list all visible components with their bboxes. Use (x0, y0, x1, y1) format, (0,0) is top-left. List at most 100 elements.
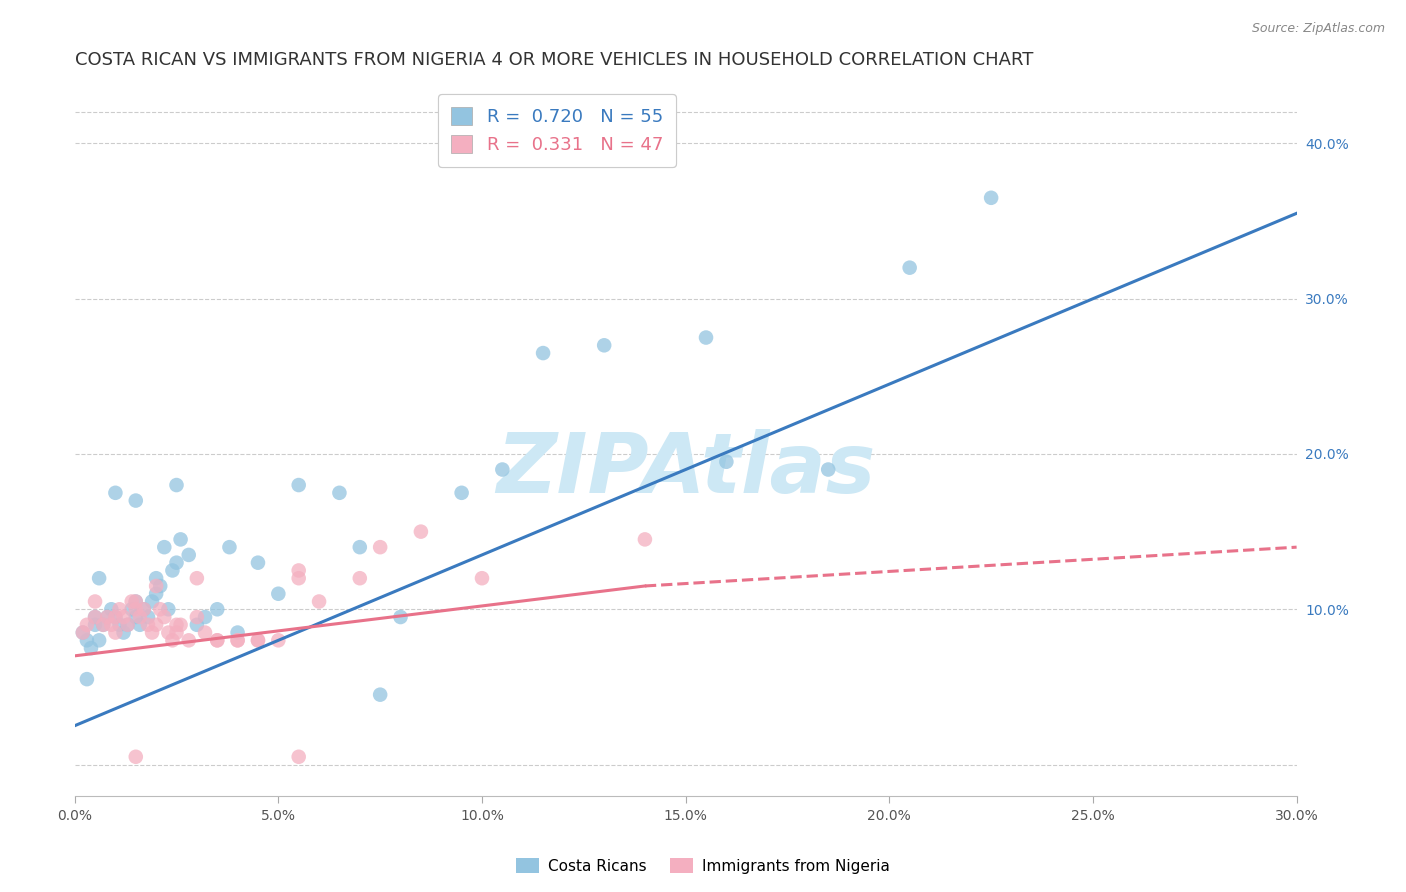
Point (162, 633, 184, 648)
Text: Source: ZipAtlas.com: Source: ZipAtlas.com (1251, 22, 1385, 36)
Point (157, 602, 180, 616)
Point (368, 540, 391, 554)
Point (328, 485, 350, 500)
Point (76, 672, 98, 686)
Point (186, 571, 208, 585)
Point (100, 617, 122, 632)
Point (450, 485, 472, 500)
Point (157, 625, 180, 640)
Text: COSTA RICAN VS IMMIGRANTS FROM NIGERIA 4 OR MORE VEHICLES IN HOUSEHOLD CORRELATI: COSTA RICAN VS IMMIGRANTS FROM NIGERIA 4… (75, 51, 1033, 69)
Point (153, 540, 176, 554)
Point (128, 610, 150, 624)
Point (593, 338, 616, 352)
Point (128, 617, 150, 632)
Point (246, 556, 269, 570)
Point (186, 610, 208, 624)
Point (166, 556, 188, 570)
Point (267, 633, 290, 648)
Point (169, 617, 191, 632)
Point (91, 617, 114, 632)
Point (125, 594, 148, 608)
Point (76, 617, 98, 632)
Point (194, 610, 217, 624)
Point (76, 633, 98, 648)
Point (471, 571, 494, 585)
Point (96, 610, 118, 624)
Point (84, 594, 107, 608)
Point (149, 579, 172, 593)
Point (108, 617, 131, 632)
Point (72, 625, 94, 640)
Point (194, 625, 217, 640)
Point (121, 594, 143, 608)
Point (207, 633, 229, 648)
Point (349, 540, 371, 554)
Point (531, 346, 554, 360)
Point (207, 633, 229, 648)
Point (308, 594, 330, 608)
Point (125, 594, 148, 608)
Point (91, 617, 114, 632)
Point (125, 610, 148, 624)
Point (246, 633, 269, 648)
Point (145, 587, 167, 601)
Point (186, 617, 208, 632)
Point (166, 617, 188, 632)
Point (132, 602, 155, 616)
Point (368, 688, 391, 702)
Point (226, 633, 249, 648)
Point (145, 579, 167, 593)
Point (491, 462, 513, 476)
Point (125, 602, 148, 616)
Point (117, 617, 139, 632)
Point (226, 633, 249, 648)
Point (141, 594, 163, 608)
Point (634, 533, 657, 547)
Point (389, 610, 412, 624)
Point (84, 610, 107, 624)
Point (207, 602, 229, 616)
Point (136, 617, 159, 632)
Point (117, 617, 139, 632)
Point (153, 610, 176, 624)
Point (125, 749, 148, 764)
Point (136, 610, 159, 624)
Point (409, 524, 432, 539)
Point (287, 478, 309, 492)
Point (132, 602, 155, 616)
Point (125, 493, 148, 508)
Point (287, 749, 309, 764)
Text: ZIPAtlas: ZIPAtlas (496, 429, 876, 510)
Point (898, 260, 921, 275)
Point (84, 610, 107, 624)
Point (149, 602, 172, 616)
Point (80, 641, 103, 656)
Point (349, 571, 371, 585)
Point (162, 564, 184, 578)
Point (108, 602, 131, 616)
Point (104, 610, 127, 624)
Point (112, 625, 135, 640)
Point (104, 610, 127, 624)
Point (100, 602, 122, 616)
Point (104, 625, 127, 640)
Point (96, 610, 118, 624)
Point (695, 330, 717, 344)
Legend: Costa Ricans, Immigrants from Nigeria: Costa Ricans, Immigrants from Nigeria (510, 852, 896, 880)
Point (145, 617, 167, 632)
Point (287, 571, 309, 585)
Point (246, 633, 269, 648)
Point (980, 191, 1002, 205)
Point (87, 571, 110, 585)
Point (226, 625, 249, 640)
Point (169, 533, 191, 547)
Point (84, 617, 107, 632)
Point (87, 633, 110, 648)
Point (166, 478, 188, 492)
Point (218, 540, 240, 554)
Point (121, 602, 143, 616)
Point (166, 625, 188, 640)
Point (177, 633, 200, 648)
Point (145, 571, 167, 585)
Point (287, 564, 309, 578)
